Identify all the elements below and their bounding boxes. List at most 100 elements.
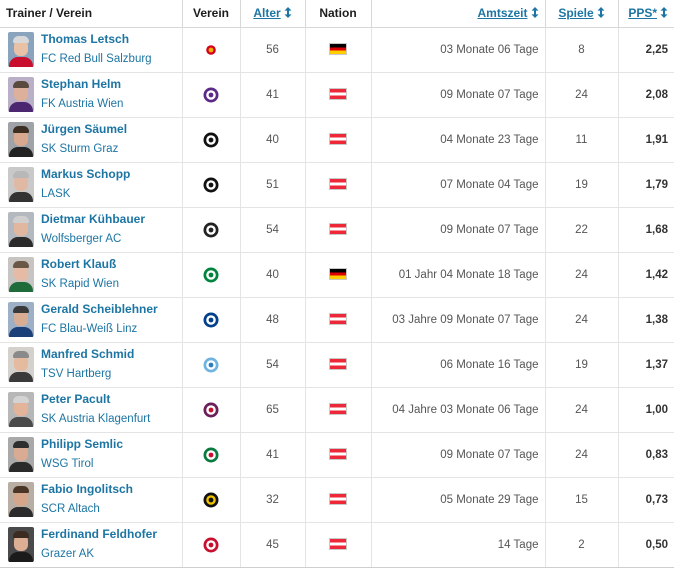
games-value: 24: [545, 432, 619, 478]
austria-flag-icon: [329, 358, 347, 371]
avatar[interactable]: [8, 77, 34, 112]
austria-flag-icon: [329, 538, 347, 551]
austria-klagenfurt-crest-icon[interactable]: [203, 402, 219, 418]
coach-name-link[interactable]: Fabio Ingolitsch: [41, 482, 133, 497]
scr-altach-crest-icon[interactable]: [203, 492, 219, 508]
table-row: Gerald Scheiblehner FC Blau-Weiß Linz 48…: [0, 297, 674, 343]
avatar[interactable]: [8, 392, 34, 427]
sort-by-pps[interactable]: PPS*: [618, 0, 674, 28]
sort-arrows-icon[interactable]: [660, 7, 668, 19]
age-value: 48: [240, 297, 306, 343]
games-value: 24: [545, 387, 619, 433]
wsg-tirol-crest-icon[interactable]: [203, 447, 219, 463]
age-value: 40: [240, 117, 306, 163]
header-games-label[interactable]: Spiele: [558, 6, 594, 21]
sort-arrows-icon[interactable]: [284, 7, 292, 19]
header-age-label[interactable]: Alter: [253, 6, 281, 21]
nation-cell: [305, 27, 372, 73]
coach-club-link[interactable]: SCR Altach: [41, 503, 100, 516]
austria-flag-icon: [329, 448, 347, 461]
age-value: 65: [240, 387, 306, 433]
avatar[interactable]: [8, 32, 34, 67]
sort-by-games[interactable]: Spiele: [545, 0, 619, 28]
rapid-wien-crest-icon[interactable]: [203, 267, 219, 283]
tenure-value: 09 Monate 07 Tage: [371, 72, 546, 118]
avatar[interactable]: [8, 212, 34, 247]
header-trainer: Trainer / Verein: [0, 0, 183, 28]
table-row: Peter Pacult SK Austria Klagenfurt 65 04…: [0, 387, 674, 433]
table-row: Fabio Ingolitsch SCR Altach 32 05 Monate…: [0, 477, 674, 523]
pps-value: 1,37: [618, 342, 674, 388]
header-pps-label[interactable]: PPS*: [628, 6, 657, 21]
sort-by-tenure[interactable]: Amtszeit: [371, 0, 546, 28]
coach-club-link[interactable]: Wolfsberger AC: [41, 233, 122, 246]
coach-club-link[interactable]: SK Austria Klagenfurt: [41, 413, 151, 426]
trainer-cell: Manfred Schmid TSV Hartberg: [0, 342, 183, 388]
coach-name-link[interactable]: Thomas Letsch: [41, 32, 130, 47]
coach-name-link[interactable]: Philipp Semlic: [41, 437, 124, 452]
coach-club-link[interactable]: SK Sturm Graz: [41, 143, 119, 156]
coach-name-link[interactable]: Dietmar Kühbauer: [41, 212, 146, 227]
pps-value: 1,42: [618, 252, 674, 298]
coach-club-link[interactable]: TSV Hartberg: [41, 368, 112, 381]
coach-name-link[interactable]: Jürgen Säumel: [41, 122, 128, 137]
avatar[interactable]: [8, 437, 34, 472]
age-value: 54: [240, 207, 306, 253]
header-tenure-label[interactable]: Amtszeit: [477, 6, 528, 21]
tsv-hartberg-crest-icon[interactable]: [203, 357, 219, 373]
avatar[interactable]: [8, 482, 34, 517]
austria-flag-icon: [329, 88, 347, 101]
avatar[interactable]: [8, 347, 34, 382]
pps-value: 1,91: [618, 117, 674, 163]
coach-name-link[interactable]: Robert Klauß: [41, 257, 117, 272]
nation-cell: [305, 387, 372, 433]
coach-name-link[interactable]: Ferdinand Feldhofer: [41, 527, 158, 542]
nation-cell: [305, 432, 372, 478]
trainer-cell: Jürgen Säumel SK Sturm Graz: [0, 117, 183, 163]
trainer-cell: Stephan Helm FK Austria Wien: [0, 72, 183, 118]
pps-value: 2,25: [618, 27, 674, 73]
avatar[interactable]: [8, 257, 34, 292]
sturm-graz-crest-icon[interactable]: [203, 132, 219, 148]
austria-flag-icon: [329, 493, 347, 506]
trainer-cell: Dietmar Kühbauer Wolfsberger AC: [0, 207, 183, 253]
coach-club-link[interactable]: FK Austria Wien: [41, 98, 124, 111]
avatar[interactable]: [8, 302, 34, 337]
coach-club-link[interactable]: LASK: [41, 188, 71, 201]
grazer-ak-crest-icon[interactable]: [203, 537, 219, 553]
coach-name-link[interactable]: Manfred Schmid: [41, 347, 135, 362]
table-row: Thomas Letsch FC Red Bull Salzburg 56 03…: [0, 27, 674, 73]
avatar[interactable]: [8, 167, 34, 202]
nation-cell: [305, 207, 372, 253]
sort-by-age[interactable]: Alter: [240, 0, 306, 28]
sort-arrows-icon[interactable]: [597, 7, 605, 19]
coach-club-link[interactable]: FC Blau-Weiß Linz: [41, 323, 138, 336]
coach-name-link[interactable]: Peter Pacult: [41, 392, 111, 407]
coach-club-link[interactable]: SK Rapid Wien: [41, 278, 119, 291]
sort-arrows-icon[interactable]: [531, 7, 539, 19]
table-row: Robert Klauß SK Rapid Wien 40 01 Jahr 04…: [0, 252, 674, 298]
wolfsberger-ac-crest-icon[interactable]: [203, 222, 219, 238]
nation-cell: [305, 252, 372, 298]
games-value: 15: [545, 477, 619, 523]
coach-name-link[interactable]: Gerald Scheiblehner: [41, 302, 158, 317]
austria-wien-crest-icon[interactable]: [203, 87, 219, 103]
age-value: 54: [240, 342, 306, 388]
games-value: 24: [545, 252, 619, 298]
austria-flag-icon: [329, 178, 347, 191]
club-crest-cell: [182, 477, 241, 523]
coach-name-link[interactable]: Stephan Helm: [41, 77, 122, 92]
tenure-value: 04 Monate 23 Tage: [371, 117, 546, 163]
pps-value: 1,68: [618, 207, 674, 253]
blau-weiss-linz-crest-icon[interactable]: [203, 312, 219, 328]
coach-name-link[interactable]: Markus Schopp: [41, 167, 131, 182]
lask-crest-icon[interactable]: [203, 177, 219, 193]
tenure-value: 01 Jahr 04 Monate 18 Tage: [371, 252, 546, 298]
tenure-value: 03 Jahre 09 Monate 07 Tage: [371, 297, 546, 343]
coach-club-link[interactable]: WSG Tirol: [41, 458, 94, 471]
avatar[interactable]: [8, 527, 34, 562]
avatar[interactable]: [8, 122, 34, 157]
coach-club-link[interactable]: Grazer AK: [41, 548, 95, 561]
coach-club-link[interactable]: FC Red Bull Salzburg: [41, 53, 152, 66]
red-bull-salzburg-crest-icon[interactable]: [203, 42, 219, 58]
